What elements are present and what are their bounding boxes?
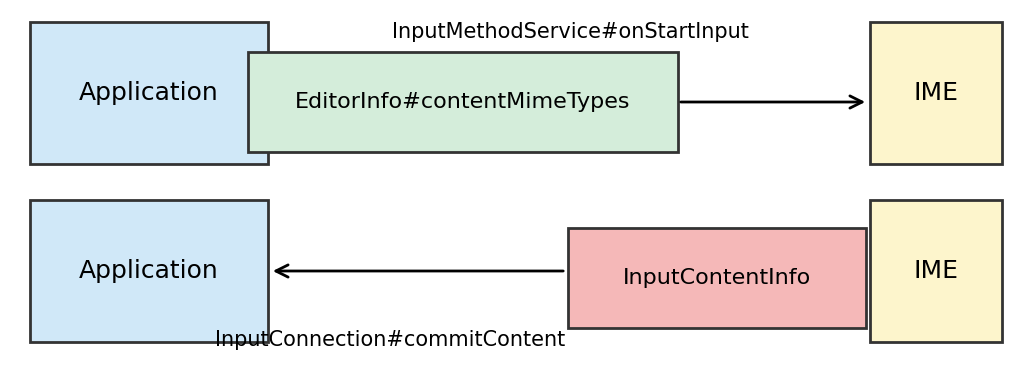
Text: Application: Application: [79, 81, 219, 105]
Bar: [870, 22, 1002, 164]
Bar: [248, 52, 678, 152]
Bar: [870, 200, 1002, 342]
Bar: [30, 200, 268, 342]
Text: Application: Application: [79, 259, 219, 283]
Text: InputConnection#commitContent: InputConnection#commitContent: [214, 330, 565, 350]
Bar: [568, 228, 866, 328]
Text: InputContentInfo: InputContentInfo: [623, 268, 812, 288]
Bar: [30, 22, 268, 164]
Text: IME: IME: [913, 259, 958, 283]
Text: InputMethodService#onStartInput: InputMethodService#onStartInput: [392, 22, 748, 42]
Text: EditorInfo#contentMimeTypes: EditorInfo#contentMimeTypes: [295, 92, 631, 112]
Text: IME: IME: [913, 81, 958, 105]
